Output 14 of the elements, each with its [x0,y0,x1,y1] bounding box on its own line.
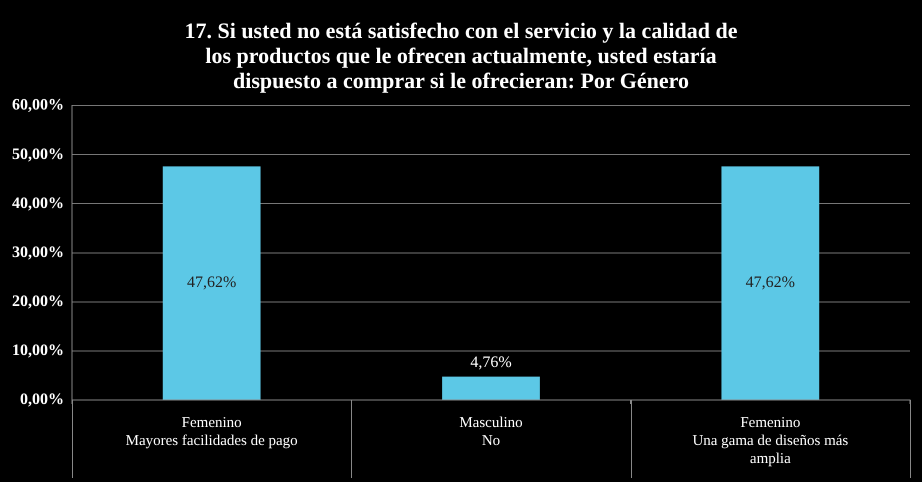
data-label: 47,62% [187,274,236,292]
chart-title: 17. Si usted no está satisfecho con el servicio y la calidad de los productos que le ofrecen actualmente, usted estaría dispuesto a comprar si le ofrecieran: Por Género [183,17,739,93]
y-tick-label: 60,00% [12,96,64,114]
y-tick-label: 50,00% [12,146,64,163]
y-tick-label: 10,00% [12,342,64,360]
y-tick-label: 40,00% [12,194,64,212]
data-label: 4,76% [470,354,512,371]
x-tick-label: Femenino Mayores facilidades de pago [126,414,298,449]
x-tick-label: Masculino No [459,414,523,449]
x-tick-label: Femenino Una gama de diseños más amplia [692,414,848,467]
data-label: 47,62% [746,274,795,292]
y-tick-label: 30,00% [12,244,64,261]
y-tick-label: 20,00% [12,293,64,310]
y-tick-label: 0,00% [20,391,64,408]
